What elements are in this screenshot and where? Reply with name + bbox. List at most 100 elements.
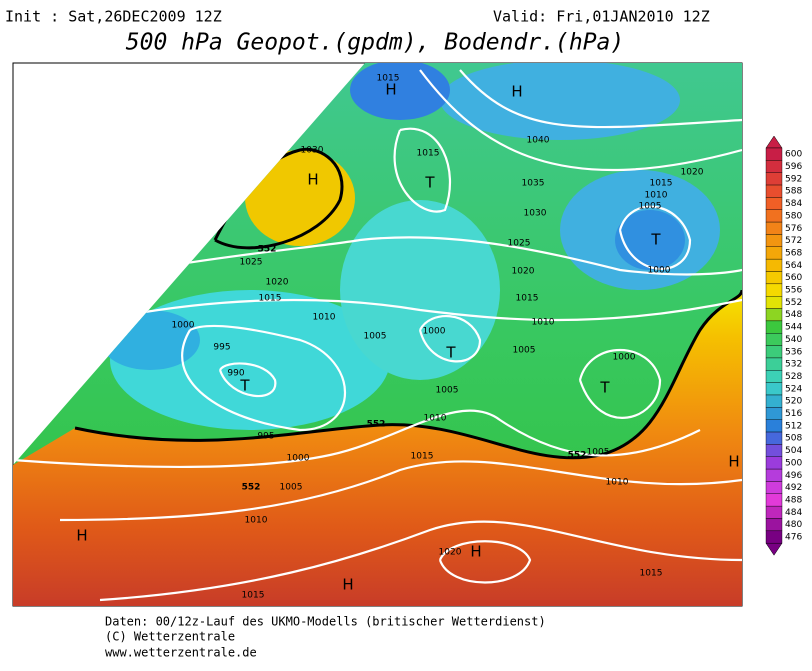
colorbar-cell — [765, 296, 783, 309]
footer-line: Daten: 00/12z-Lauf des UKMO-Modells (bri… — [105, 615, 546, 629]
isobar-label: 1000 — [423, 327, 446, 337]
isobar-label: 995 — [257, 432, 274, 442]
colorbar-label: 520 — [785, 397, 802, 407]
colorbar-end — [765, 135, 783, 149]
isobar-label: 1020 — [512, 267, 535, 277]
pressure-center: T — [599, 379, 610, 397]
colorbar-label: 544 — [785, 323, 802, 333]
isobar-label: 1015 — [650, 179, 673, 189]
footer-line: www.wetterzentrale.de — [105, 646, 257, 660]
colorbar-label: 504 — [785, 446, 802, 456]
colorbar-label: 588 — [785, 187, 802, 197]
isobar-label: 1035 — [522, 179, 545, 189]
pressure-center: T — [239, 377, 250, 395]
colorbar-label: 508 — [785, 434, 802, 444]
pressure-center: H — [728, 453, 739, 471]
colorbar-label: 564 — [785, 261, 802, 271]
contour-label: 552 — [242, 483, 261, 493]
isobar-label: 1015 — [417, 149, 440, 159]
isobar-label: 995 — [213, 343, 230, 353]
isobar-label: 1025 — [240, 258, 263, 268]
isobar-label: 1005 — [364, 332, 387, 342]
colorbar-cell — [765, 172, 783, 186]
colorbar-cell — [765, 493, 783, 507]
isobar-label: 1020 — [266, 278, 289, 288]
colorbar-cell — [765, 431, 783, 445]
colorbar-cell — [765, 184, 783, 198]
pressure-center: H — [342, 576, 353, 594]
isobar-label: 1015 — [516, 294, 539, 304]
colorbar-label: 492 — [785, 483, 802, 493]
isobar-label: 1005 — [587, 448, 610, 458]
colorbar-cell — [765, 283, 783, 297]
colorbar-label: 476 — [785, 533, 802, 543]
colorbar-label: 572 — [785, 236, 802, 246]
colorbar-label: 576 — [785, 224, 802, 234]
colorbar-label: 580 — [785, 211, 802, 221]
colorbar-label: 552 — [785, 298, 802, 308]
colorbar-cell — [765, 518, 783, 532]
colorbar-cell — [765, 530, 783, 544]
pressure-center: H — [307, 171, 318, 189]
isobar-label: 1005 — [639, 202, 662, 212]
colorbar-cell — [765, 419, 783, 433]
colorbar-label: 532 — [785, 360, 802, 370]
colorbar-label: 584 — [785, 199, 802, 209]
colorbar-cell — [765, 481, 783, 495]
colorbar-cell — [765, 505, 783, 519]
pressure-center: T — [424, 174, 435, 192]
isobar-label: 1015 — [377, 74, 400, 84]
colorbar-cell — [765, 333, 783, 346]
contour-label: 552 — [568, 451, 587, 461]
isobar-label: 1010 — [532, 318, 555, 328]
colorbar-label: 512 — [785, 421, 802, 431]
colorbar-cell — [765, 456, 783, 470]
isobar-label: 1000 — [172, 321, 195, 331]
isobar-label: 1000 — [648, 266, 671, 276]
isobar-label: 1015 — [411, 452, 434, 462]
colorbar-cell — [765, 345, 783, 359]
colorbar-cell — [765, 271, 783, 285]
colorbar-cell — [765, 407, 783, 420]
pressure-center: H — [76, 527, 87, 545]
map-title: 500 hPa Geopot.(gpdm), Bodendr.(hPa) — [126, 30, 625, 56]
footer-line: (C) Wetterzentrale — [105, 630, 235, 644]
pressure-center: H — [470, 543, 481, 561]
isobar-label: 1020 — [681, 168, 704, 178]
isobar-label: 1010 — [645, 191, 668, 201]
pressure-center: H — [511, 83, 522, 101]
colorbar-cell — [765, 357, 783, 371]
colorbar-label: 528 — [785, 372, 802, 382]
colorbar-cell — [765, 370, 783, 383]
colorbar-label: 516 — [785, 409, 802, 419]
colorbar-cell — [765, 320, 783, 334]
isobar-label: 1025 — [508, 239, 531, 249]
colorbar-label: 480 — [785, 520, 802, 530]
colorbar-label: 536 — [785, 347, 802, 357]
init-time: Init : Sat,26DEC2009 12Z — [5, 8, 222, 26]
colorbar-cell — [765, 394, 783, 408]
pressure-center: H — [385, 81, 396, 99]
colorbar-cell — [765, 468, 783, 482]
pressure-center: T — [445, 344, 456, 362]
colorbar-end — [765, 542, 783, 556]
isobar-label: 1005 — [436, 386, 459, 396]
colorbar-cell — [765, 258, 783, 272]
colorbar-label: 592 — [785, 174, 802, 184]
colorbar-label: 556 — [785, 286, 802, 296]
colorbar-label: 540 — [785, 335, 802, 345]
isobar-label: 1010 — [424, 414, 447, 424]
isobar-label: 990 — [227, 369, 244, 379]
isobar-label: 1000 — [287, 454, 310, 464]
colorbar-label: 600 — [785, 150, 802, 160]
colorbar-label: 524 — [785, 384, 802, 394]
isobar-label: 1005 — [513, 346, 536, 356]
isobar-label: 1020 — [439, 548, 462, 558]
colorbar-cell — [765, 234, 783, 247]
colorbar: 600 596 592 588 584 580 576 572 568 564 560 556 552 5… — [765, 135, 802, 556]
colorbar-cell — [765, 308, 783, 322]
colorbar-label: 488 — [785, 495, 802, 505]
colorbar-cell — [765, 444, 783, 457]
colorbar-cell — [765, 246, 783, 260]
